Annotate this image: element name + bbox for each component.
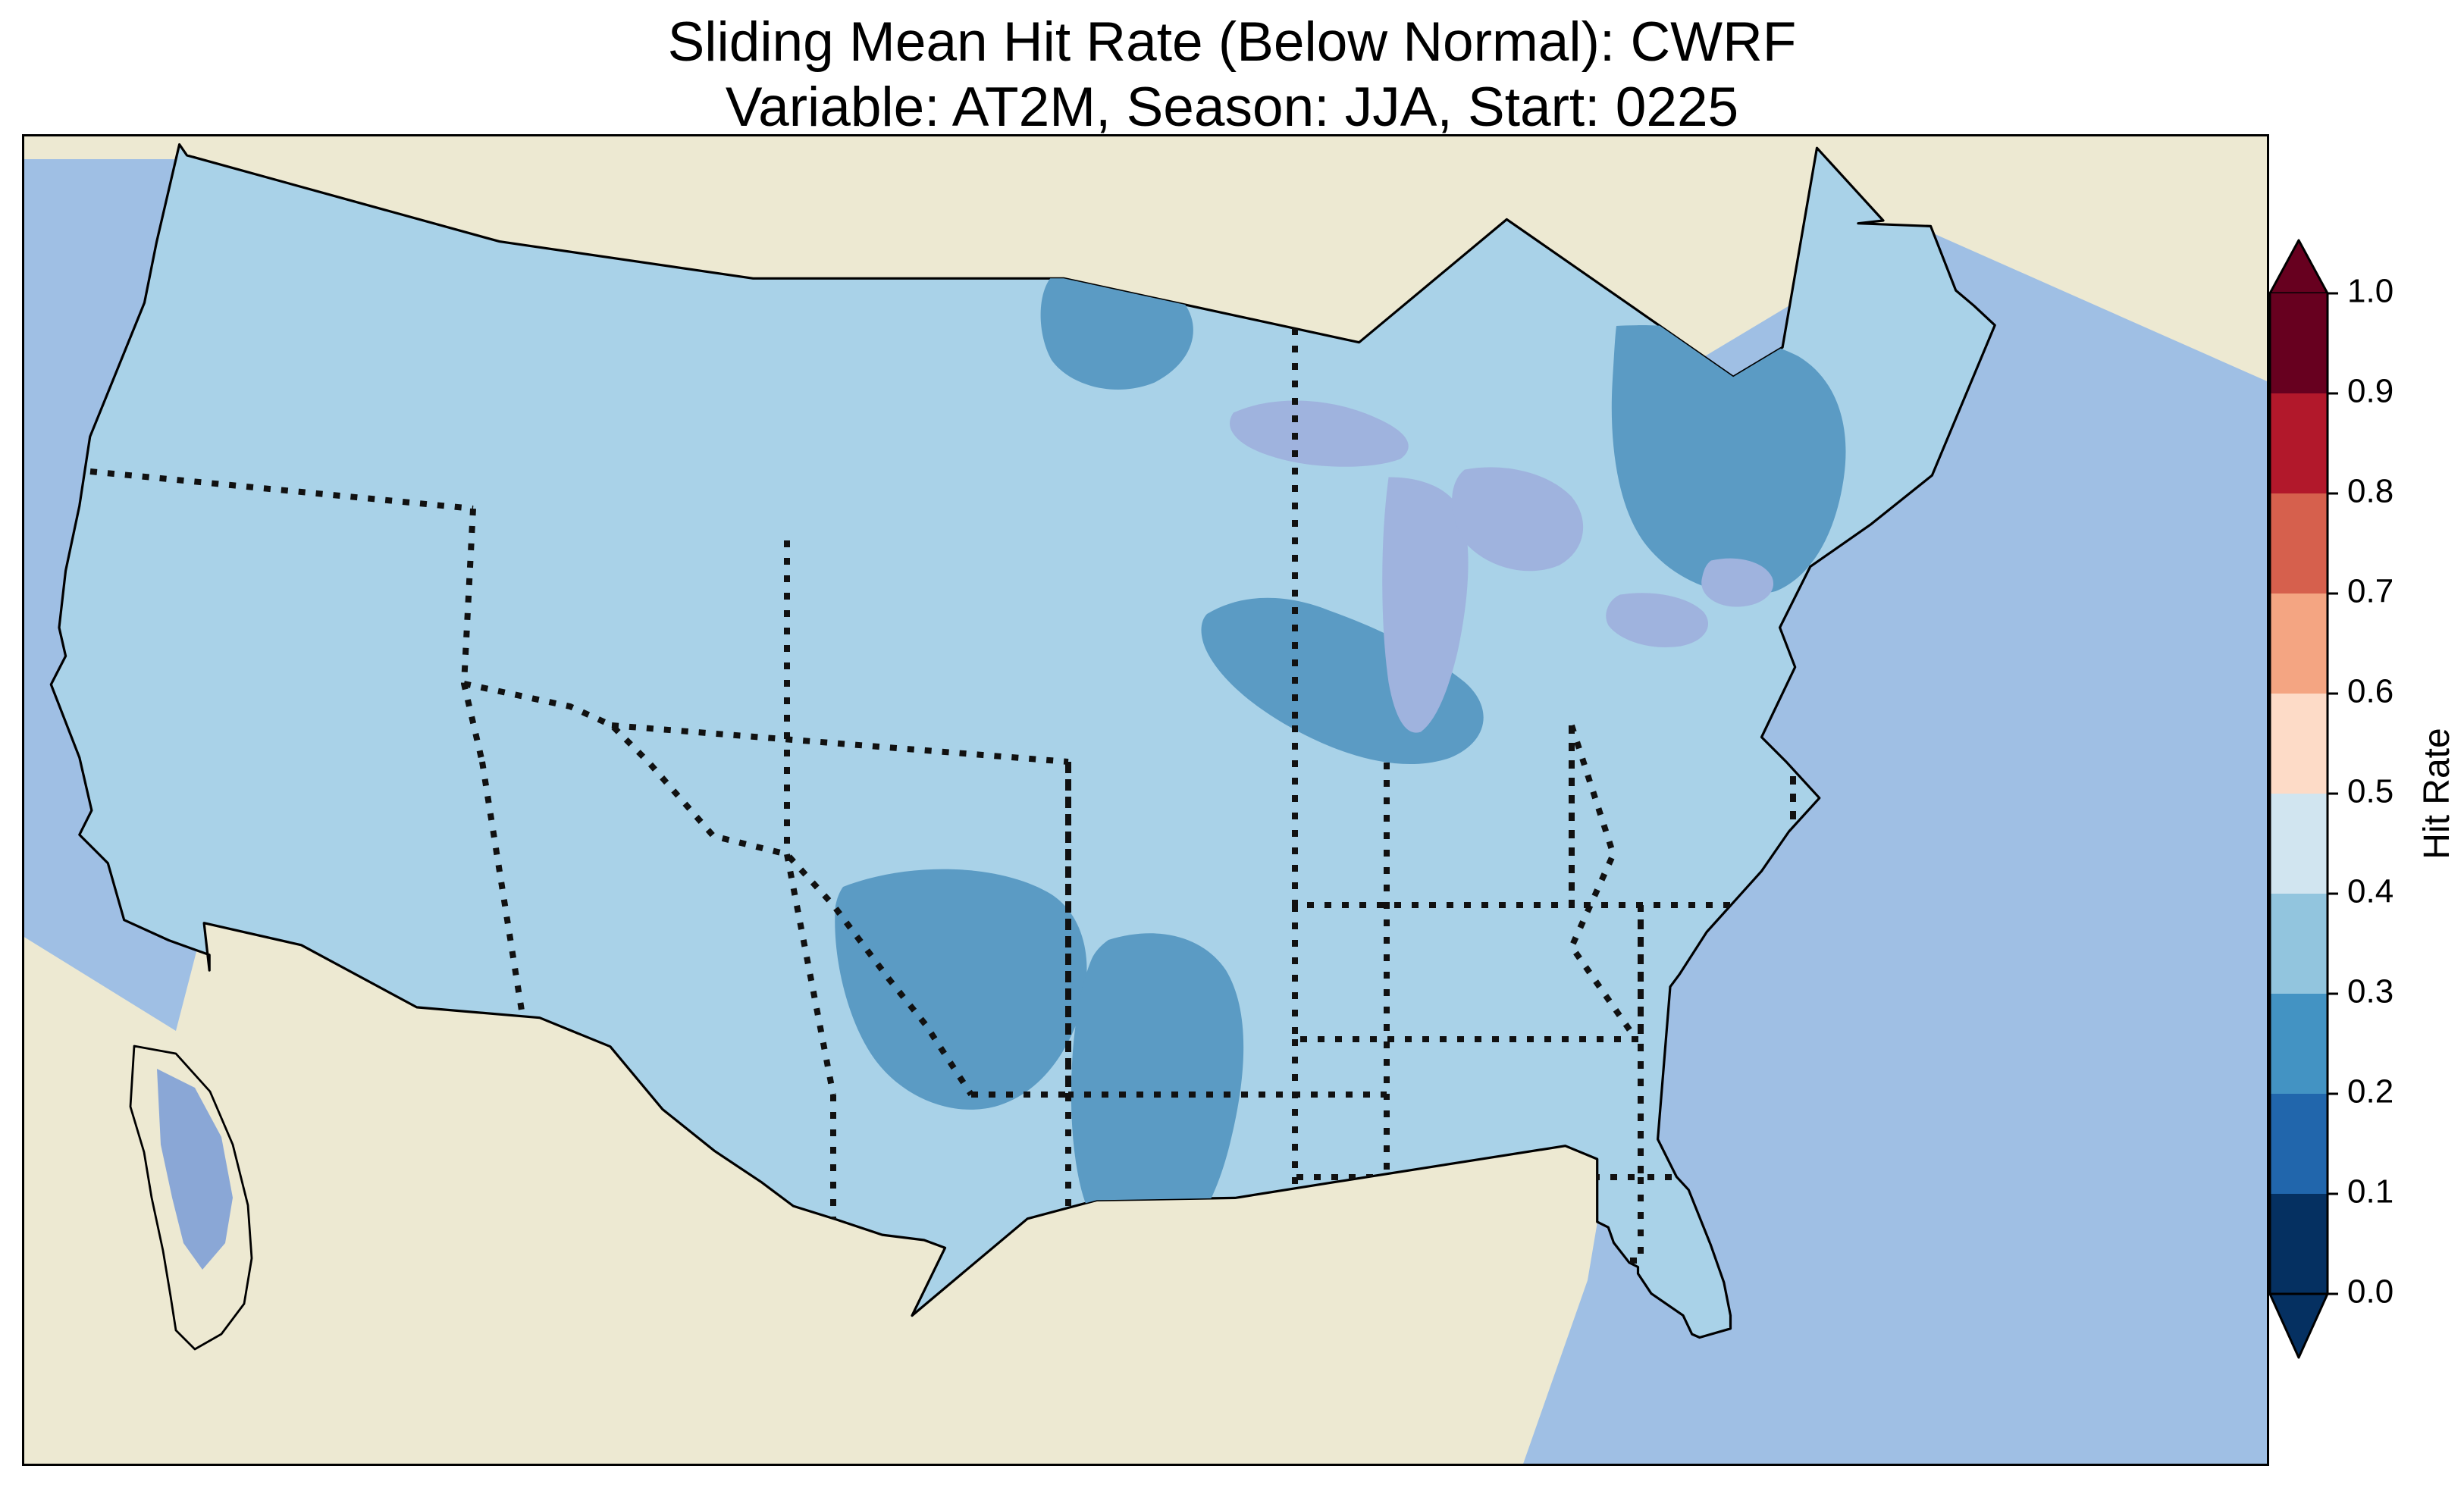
svg-text:0.3: 0.3: [2347, 973, 2393, 1010]
svg-text:0.9: 0.9: [2347, 373, 2393, 410]
svg-text:0.0: 0.0: [2347, 1273, 2393, 1311]
svg-text:Hit Rate: Hit Rate: [2417, 728, 2457, 859]
svg-text:0.5: 0.5: [2347, 773, 2393, 810]
svg-text:0.4: 0.4: [2347, 873, 2393, 910]
svg-text:0.7: 0.7: [2347, 573, 2393, 610]
svg-text:0.1: 0.1: [2347, 1173, 2393, 1211]
svg-text:0.6: 0.6: [2347, 673, 2393, 710]
svg-text:1.0: 1.0: [2347, 273, 2393, 310]
svg-text:0.8: 0.8: [2347, 473, 2393, 510]
svg-text:0.2: 0.2: [2347, 1073, 2393, 1110]
